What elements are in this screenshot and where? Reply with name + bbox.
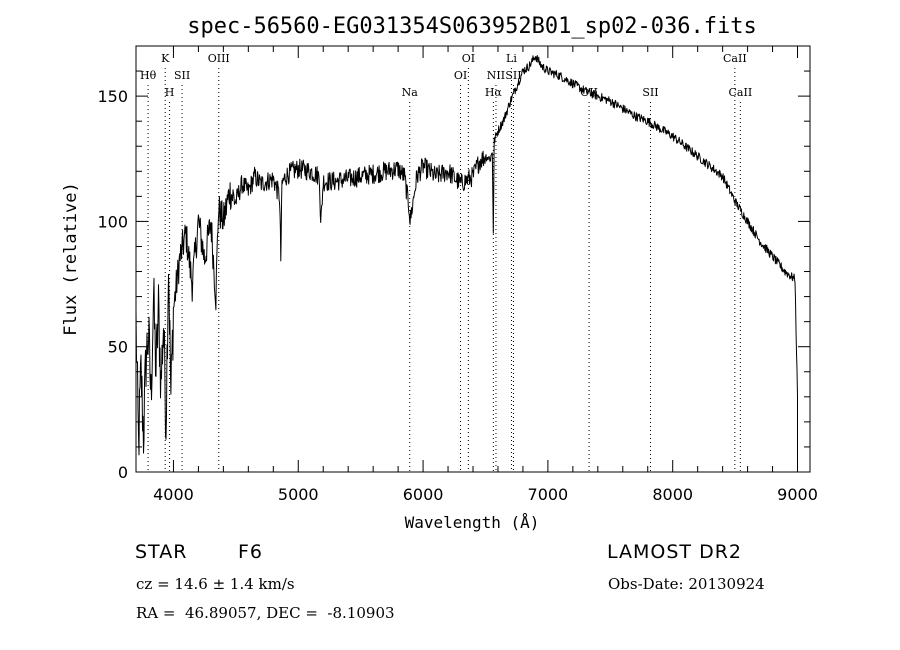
y-tick-label: 0 [118, 463, 128, 482]
line-marker-label: Hα [485, 86, 503, 99]
line-marker-label: SII [174, 69, 190, 82]
line-marker-label: NII [487, 69, 505, 82]
x-tick-label: 6000 [403, 485, 444, 504]
line-marker-label: OI [454, 69, 467, 82]
spectrum-line [135, 55, 798, 472]
x-tick-label: 4000 [153, 485, 194, 504]
object-subclass: F6 [238, 541, 264, 563]
redshift-velocity: cz = 14.6 ± 1.4 km/s [136, 575, 295, 593]
x-axis-label: Wavelength (Å) [405, 513, 540, 532]
y-tick-label: 100 [97, 212, 128, 231]
line-marker-label: SII [505, 69, 521, 82]
line-marker-label: CaII [723, 52, 747, 65]
x-tick-label: 9000 [777, 485, 818, 504]
x-tick-label: 5000 [278, 485, 319, 504]
line-marker-label: Li [506, 52, 517, 65]
coordinates: RA = 46.89057, DEC = -8.10903 [136, 604, 395, 622]
object-class: STAR [135, 541, 188, 563]
line-marker-label: OIII [208, 52, 230, 65]
line-marker-label: SII [642, 86, 658, 99]
line-marker-label: Na [402, 86, 419, 99]
chart-title: spec-56560-EG031354S063952B01_sp02-036.f… [187, 14, 757, 39]
x-tick-label: 8000 [652, 485, 693, 504]
line-marker-label: K [161, 52, 170, 65]
line-marker-label: OI [462, 52, 475, 65]
axis-ticks [136, 46, 810, 473]
y-axis-label: Flux (relative) [61, 182, 81, 336]
y-tick-label: 150 [97, 87, 128, 106]
line-marker-label: CaII [729, 86, 753, 99]
survey-name: LAMOST DR2 [607, 541, 742, 563]
plot-frame [135, 45, 811, 473]
line-marker-label: Hθ [140, 69, 157, 82]
line-marker-label: H [165, 86, 175, 99]
observation-date: Obs-Date: 20130924 [608, 575, 765, 593]
x-tick-label: 7000 [528, 485, 569, 504]
y-tick-label: 50 [108, 338, 128, 357]
tick-labels: 4000 5000 6000 7000 8000 9000 0 50 100 150 [97, 87, 817, 504]
